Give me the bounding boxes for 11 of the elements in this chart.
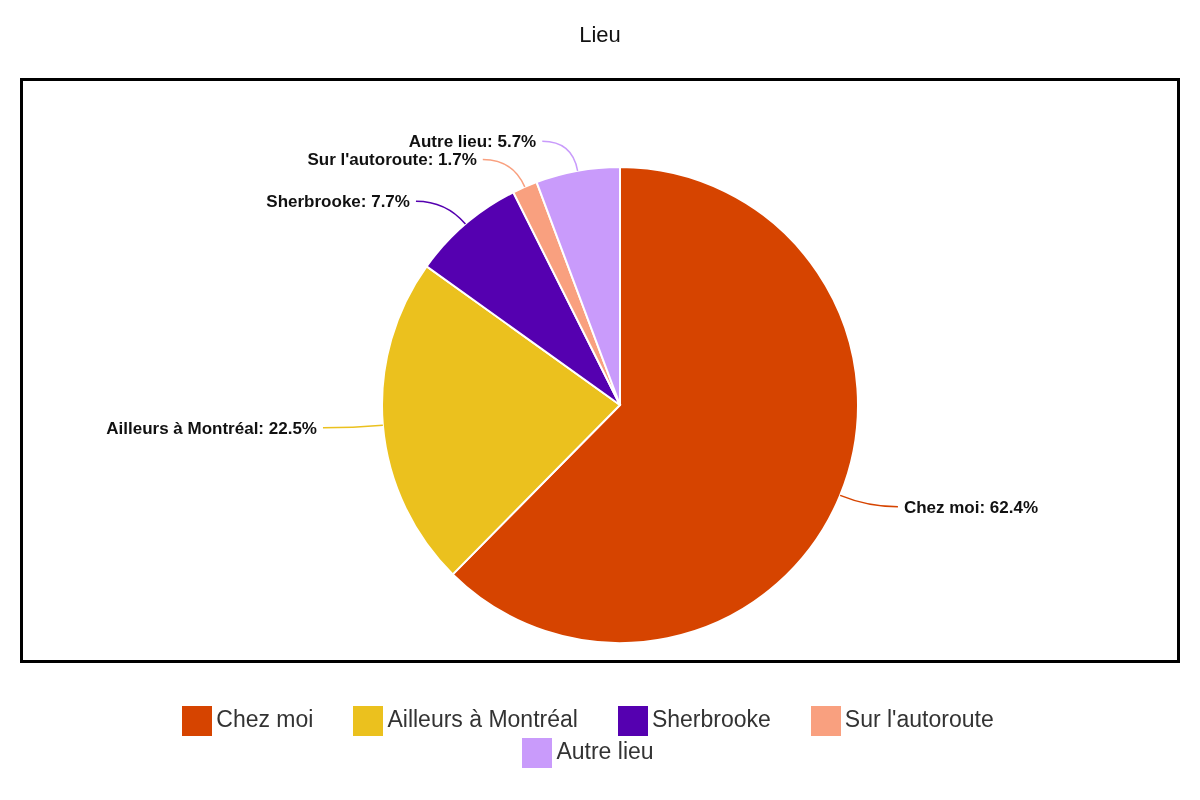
legend-label: Ailleurs à Montréal bbox=[387, 706, 578, 733]
data-label: Sur l'autoroute: 1.7% bbox=[307, 150, 477, 170]
data-label: Ailleurs à Montréal: 22.5% bbox=[106, 418, 317, 438]
legend-label: Chez moi bbox=[216, 706, 314, 733]
data-label: Autre lieu: 5.7% bbox=[408, 132, 537, 152]
data-label: Chez moi: 62.4% bbox=[903, 497, 1039, 517]
chart-title: Lieu bbox=[578, 22, 622, 48]
legend-label: Sur l'autoroute bbox=[844, 706, 994, 733]
legend-label: Sherbrooke bbox=[651, 706, 771, 733]
legend-label: Autre lieu bbox=[556, 738, 654, 765]
data-label: Sherbrooke: 7.7% bbox=[266, 192, 410, 212]
